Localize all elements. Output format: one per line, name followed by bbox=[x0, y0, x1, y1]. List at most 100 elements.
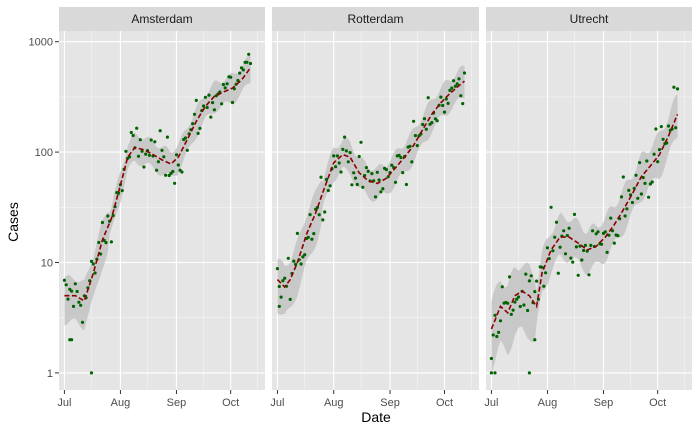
x-axis-label: Date bbox=[361, 409, 391, 425]
observed-point bbox=[167, 173, 171, 178]
observed-point bbox=[558, 245, 562, 249]
observed-point bbox=[446, 101, 450, 105]
observed-point bbox=[64, 283, 68, 287]
observed-point bbox=[553, 235, 557, 239]
observed-point bbox=[288, 297, 292, 301]
observed-point bbox=[212, 108, 216, 112]
observed-point bbox=[549, 205, 553, 209]
observed-point bbox=[202, 104, 206, 108]
observed-point bbox=[641, 176, 645, 180]
observed-point bbox=[117, 191, 121, 195]
observed-point bbox=[91, 262, 95, 266]
observed-point bbox=[366, 169, 370, 173]
observed-point bbox=[448, 88, 452, 92]
trend-line bbox=[64, 67, 252, 302]
observed-point bbox=[286, 256, 290, 260]
trend-line bbox=[276, 80, 466, 289]
observed-point bbox=[666, 124, 671, 128]
observed-point bbox=[155, 168, 159, 172]
observed-point bbox=[659, 125, 663, 129]
observed-point bbox=[321, 218, 325, 222]
observed-point bbox=[149, 138, 153, 142]
observed-point bbox=[339, 170, 343, 174]
observed-point bbox=[174, 153, 179, 157]
confidence-ribbon bbox=[64, 54, 251, 331]
observed-point bbox=[533, 338, 537, 342]
observed-point bbox=[203, 95, 207, 99]
observed-point bbox=[147, 153, 151, 157]
observed-point bbox=[647, 195, 651, 199]
observed-point bbox=[129, 130, 133, 135]
y-tick-label: 1 bbox=[47, 368, 53, 380]
x-tick-label: Aug bbox=[111, 397, 131, 409]
observed-point bbox=[192, 112, 197, 116]
trend-line bbox=[490, 113, 679, 330]
observed-point bbox=[131, 133, 135, 138]
observed-point bbox=[489, 356, 493, 361]
observed-point bbox=[605, 250, 609, 254]
observed-point bbox=[301, 255, 305, 259]
observed-point bbox=[79, 303, 83, 307]
panel-plot-area bbox=[275, 65, 467, 315]
facet-panel-rotterdam: Rotterdam Jul Aug Sep Oct bbox=[270, 7, 479, 409]
observed-point bbox=[625, 207, 629, 211]
observed-point bbox=[652, 152, 656, 156]
x-tick-label: Oct bbox=[222, 397, 239, 409]
observed-point bbox=[70, 338, 74, 342]
observed-point bbox=[674, 126, 678, 130]
observed-point bbox=[221, 82, 225, 87]
observed-point bbox=[516, 295, 521, 299]
observed-point bbox=[138, 138, 142, 142]
observed-point bbox=[657, 148, 662, 152]
observed-point bbox=[319, 175, 323, 179]
observed-point bbox=[120, 189, 124, 193]
observed-point bbox=[661, 137, 665, 141]
observed-point bbox=[545, 246, 550, 250]
observed-point bbox=[572, 212, 577, 216]
panel-plot-area bbox=[489, 85, 680, 375]
observed-point bbox=[89, 259, 94, 263]
observed-point bbox=[341, 147, 345, 151]
observed-point bbox=[350, 183, 354, 187]
observed-point bbox=[582, 248, 586, 253]
observed-point bbox=[124, 149, 128, 153]
observed-point bbox=[223, 86, 227, 90]
observed-point bbox=[540, 265, 544, 269]
observed-point bbox=[656, 160, 660, 164]
observed-point bbox=[462, 71, 467, 75]
observed-point bbox=[442, 110, 447, 114]
observed-point bbox=[612, 241, 616, 245]
observed-point bbox=[459, 94, 463, 98]
facet-strip bbox=[272, 7, 479, 31]
observed-point bbox=[435, 119, 439, 123]
observed-point bbox=[324, 177, 329, 182]
observed-point bbox=[196, 131, 200, 135]
observed-point bbox=[295, 231, 299, 235]
observed-point bbox=[500, 285, 504, 289]
observed-point bbox=[136, 154, 141, 158]
observed-point bbox=[529, 274, 533, 278]
observed-point bbox=[111, 213, 115, 218]
observed-point bbox=[176, 163, 180, 167]
observed-point bbox=[75, 289, 79, 294]
observed-point bbox=[306, 235, 310, 239]
observed-point bbox=[353, 176, 358, 180]
observed-point bbox=[565, 233, 569, 238]
observed-point bbox=[439, 95, 443, 99]
observed-point bbox=[379, 190, 383, 194]
observed-point bbox=[542, 284, 546, 288]
observed-point bbox=[491, 333, 495, 337]
observed-point bbox=[450, 86, 454, 90]
observed-point bbox=[211, 101, 215, 105]
observed-point bbox=[62, 278, 66, 282]
observed-point bbox=[142, 165, 146, 169]
observed-point bbox=[493, 313, 497, 317]
observed-point bbox=[381, 187, 385, 191]
observed-point bbox=[332, 154, 336, 158]
x-tick-label: Sep bbox=[167, 397, 187, 409]
observed-point bbox=[554, 220, 559, 224]
observed-point bbox=[344, 149, 348, 153]
observed-point bbox=[312, 232, 316, 236]
observed-point bbox=[551, 249, 555, 253]
observed-point bbox=[73, 282, 77, 286]
